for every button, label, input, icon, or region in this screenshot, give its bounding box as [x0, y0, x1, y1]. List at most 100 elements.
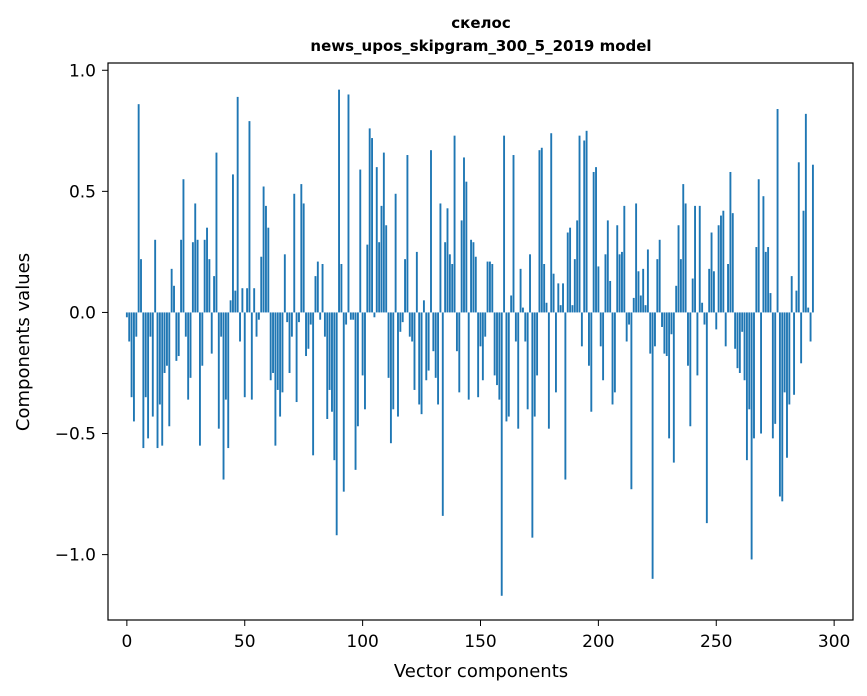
- bar-285: [797, 162, 800, 313]
- bar-115: [397, 312, 399, 417]
- bar-95: [349, 312, 352, 320]
- bar-226: [658, 239, 661, 313]
- bar-13: [156, 312, 159, 449]
- bar-227: [661, 312, 663, 327]
- y-tick-label: −0.5: [55, 425, 96, 445]
- bar-70: [290, 312, 293, 337]
- bar-148: [474, 256, 477, 313]
- y-tick-label: 1.0: [69, 61, 96, 81]
- bar-268: [757, 179, 760, 313]
- bar-190: [573, 259, 576, 313]
- bar-154: [488, 261, 491, 313]
- bar-147: [472, 242, 475, 313]
- y-axis-ticks: −1.0 −0.5 0.0 0.5 1.0: [55, 61, 108, 566]
- bars-group: [125, 89, 814, 596]
- bar-281: [788, 312, 791, 405]
- y-axis-label: Components values: [13, 253, 34, 431]
- bar-112: [389, 312, 392, 444]
- bar-149: [477, 312, 480, 398]
- bar-146: [470, 239, 473, 313]
- bar-255: [727, 264, 729, 313]
- bar-238: [687, 312, 689, 366]
- x-axis-label: Vector components: [394, 661, 568, 682]
- bar-19: [170, 268, 173, 313]
- bar-274: [771, 312, 774, 439]
- bar-30: [196, 239, 199, 313]
- bar-94: [347, 94, 350, 313]
- bar-21: [175, 312, 178, 361]
- bar-195: [585, 130, 588, 313]
- bar-44: [229, 300, 232, 313]
- bar-135: [444, 242, 447, 313]
- bar-144: [465, 181, 468, 313]
- bar-220: [644, 305, 647, 313]
- bar-120: [408, 312, 411, 337]
- bar-164: [512, 155, 515, 313]
- bar-201: [599, 312, 602, 347]
- bar-245: [703, 312, 706, 325]
- bar-101: [364, 312, 366, 410]
- bar-209: [618, 254, 621, 313]
- bar-249: [712, 271, 715, 313]
- bar-235: [679, 259, 682, 313]
- bar-143: [463, 157, 465, 313]
- bar-36: [210, 312, 213, 354]
- x-axis-ticks: 0 50 100 150 200 250 300: [121, 620, 850, 652]
- bar-271: [764, 251, 767, 313]
- x-tick-label: 250: [700, 632, 732, 652]
- bar-110: [385, 225, 388, 313]
- bar-130: [432, 312, 435, 352]
- bar-161: [505, 312, 508, 422]
- bar-132: [437, 312, 440, 405]
- bar-273: [769, 293, 772, 313]
- bar-151: [481, 312, 484, 381]
- bar-244: [701, 302, 704, 313]
- bar-145: [467, 312, 470, 400]
- bar-189: [571, 305, 574, 313]
- bar-23: [180, 239, 183, 313]
- bar-188: [569, 227, 572, 313]
- bar-278: [781, 312, 784, 502]
- bar-27: [189, 312, 192, 378]
- bar-121: [411, 312, 414, 342]
- bar-204: [606, 220, 609, 313]
- bar-103: [368, 128, 371, 313]
- bar-127: [425, 312, 428, 381]
- bar-33: [203, 239, 206, 313]
- bar-113: [392, 312, 395, 410]
- bar-177: [543, 264, 546, 313]
- bar-109: [382, 152, 385, 313]
- bar-169: [524, 312, 527, 342]
- bar-184: [559, 305, 562, 313]
- bar-32: [201, 312, 204, 366]
- bar-232: [672, 312, 675, 463]
- bar-42: [224, 312, 227, 400]
- bar-134: [441, 312, 444, 516]
- y-tick-label: 0.5: [69, 182, 96, 202]
- bar-258: [734, 312, 737, 349]
- bar-29: [194, 203, 197, 313]
- bar-234: [677, 225, 680, 313]
- bar-87: [331, 312, 333, 412]
- bar-270: [762, 196, 765, 313]
- bar-60: [267, 227, 270, 313]
- bar-171: [529, 254, 531, 313]
- bar-20: [173, 285, 175, 313]
- bar-14: [158, 312, 161, 405]
- bar-126: [422, 300, 425, 313]
- bar-265: [750, 312, 753, 560]
- bar-202: [602, 312, 605, 381]
- bar-15: [161, 312, 164, 446]
- bar-260: [738, 312, 741, 373]
- bar-61: [269, 312, 272, 381]
- bar-63: [274, 312, 277, 446]
- bar-222: [649, 312, 652, 354]
- bar-259: [736, 312, 739, 369]
- bar-264: [748, 312, 751, 410]
- bar-88: [333, 312, 336, 461]
- x-tick-label: 50: [234, 632, 256, 652]
- bar-289: [807, 307, 810, 313]
- bar-85: [326, 312, 329, 419]
- bar-200: [597, 266, 600, 313]
- bar-34: [206, 227, 208, 313]
